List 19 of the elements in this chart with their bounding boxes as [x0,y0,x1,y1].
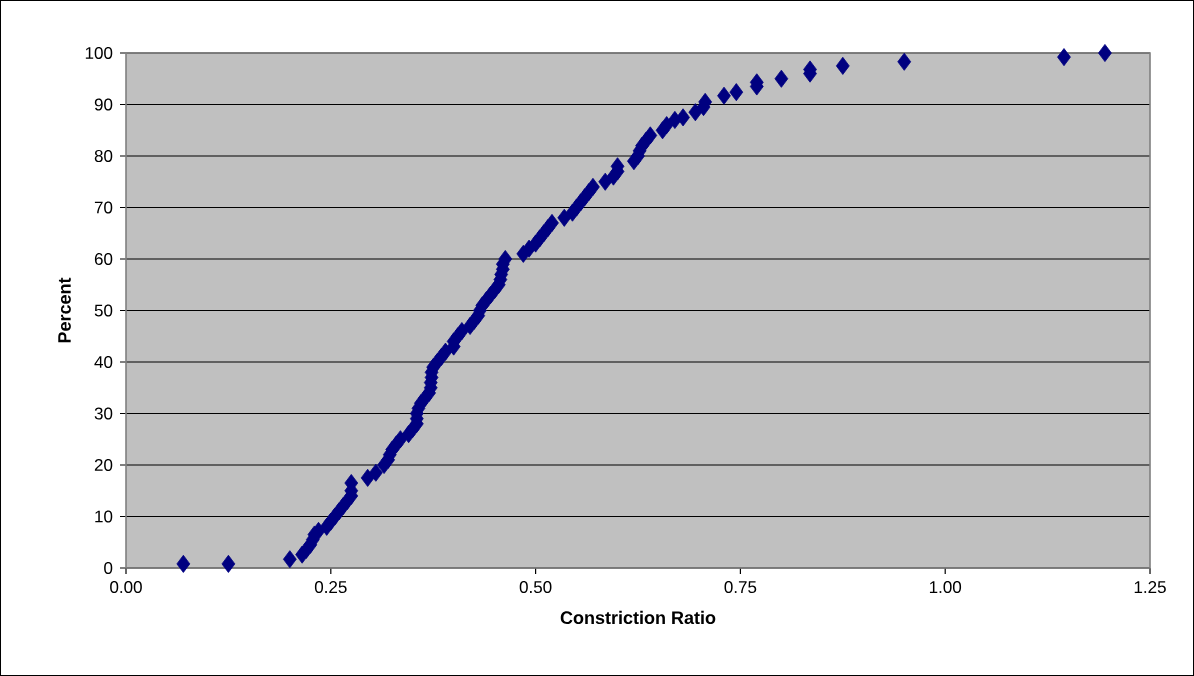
x-tick-label: 0.75 [724,581,757,594]
y-tick-label: 90 [94,98,113,111]
y-tick-label: 80 [94,149,113,163]
y-tick-label: 0 [104,562,113,575]
x-tick-label: 1.25 [1134,581,1166,594]
y-tick-label: 70 [94,201,113,214]
y-axis-title: Percent [58,277,71,343]
y-tick-label: 40 [94,356,113,369]
x-tick-label: 0.50 [519,581,552,594]
y-tick-label: 50 [94,304,113,317]
x-tick-label: 0.25 [314,581,347,594]
y-tick-label: 60 [94,253,113,266]
x-axis-title: Constriction Ratio [560,610,716,625]
y-tick-label: 30 [94,407,113,420]
x-tick-label: 1.00 [929,581,962,594]
x-tick-label: 0.00 [110,581,142,594]
y-tick-label: 100 [85,46,113,60]
y-tick-label: 20 [94,459,113,472]
y-tick-label: 10 [95,510,113,523]
